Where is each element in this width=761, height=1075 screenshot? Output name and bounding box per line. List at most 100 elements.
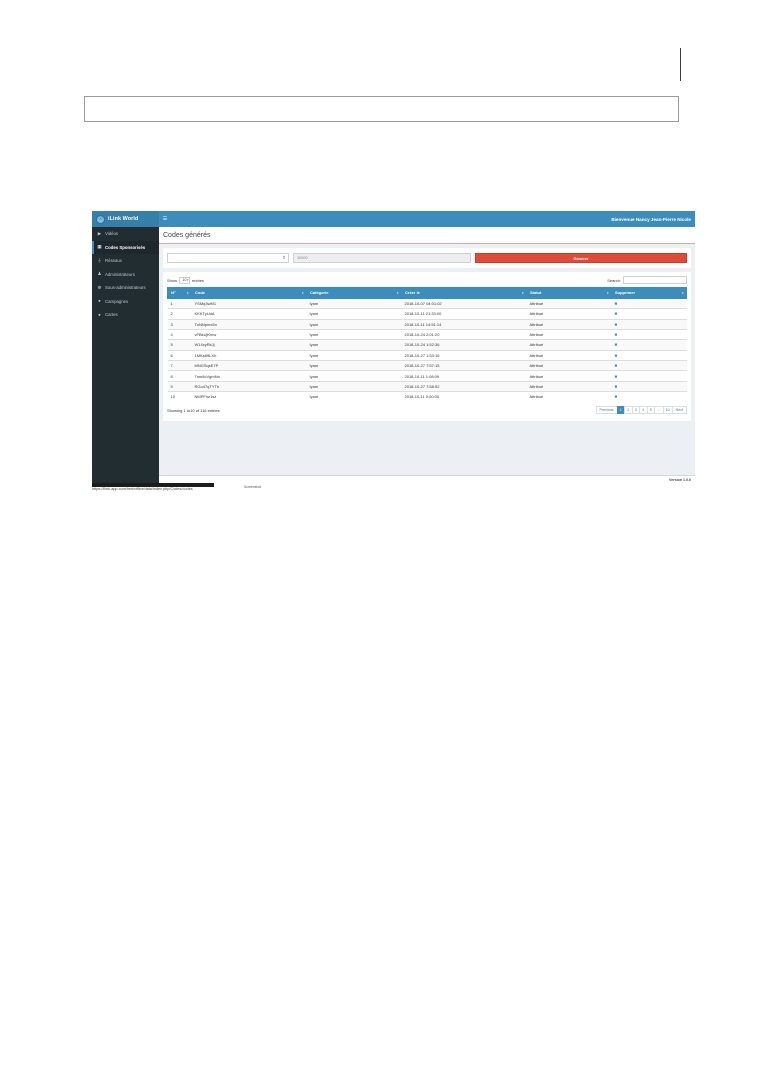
cell-statut: Attribué — [526, 370, 612, 382]
status-note: Screenshot — [244, 485, 262, 489]
cell-num: 3 — [167, 318, 192, 330]
entries-label: entries — [192, 277, 205, 283]
codes-table: N° ⇕ Code ⇕ Catégorie ⇕ Créer le ⇕ Statut ⇕ S… — [167, 287, 687, 402]
trash-icon[interactable]: ■ — [614, 321, 618, 327]
cell-code: TuNNpmx5n — [191, 318, 307, 330]
sidebar-item-codes-sponsorises[interactable]: ▦ Codes Sponsorisés — [92, 240, 159, 254]
column-header-statut[interactable]: Statut ⇕ — [526, 287, 612, 299]
sidebar-item-label: Codes Sponsorisés — [105, 244, 146, 250]
table-row: 8 7mn8cVgmNn Iyam 2018-10-11 1:08:09 Attribu… — [167, 370, 687, 382]
select-spinner-icon: ⇕ — [282, 255, 286, 261]
pin-icon: ● — [98, 311, 101, 317]
content-area: Codes générés ⇕ 10000 Générer Show 10 ▾ … — [159, 227, 695, 483]
trash-icon[interactable]: ■ — [614, 352, 618, 358]
table-body: 1 YSMq3wM1 Iyam 2018-10-07 04:01:02 Attribué… — [167, 297, 687, 402]
sidebar-item-label: Administrateurs — [105, 271, 135, 277]
column-header-supprimer[interactable]: Supprimer ⇕ — [611, 287, 687, 299]
table-toolbar: Show 10 ▾ entries Search: — [167, 275, 687, 285]
cell-code: RGo47qTYTh — [191, 380, 307, 392]
cell-num: 6 — [167, 349, 192, 361]
trash-icon[interactable]: ■ — [614, 332, 618, 338]
sidebar-item-reseaux[interactable]: ⏚ Réseaux — [92, 254, 159, 268]
cell-supprimer: ■ — [611, 349, 687, 361]
pagination: Previous 1 2 3 4 5… 10 Next — [595, 405, 687, 415]
cell-statut: Attribué — [526, 349, 612, 361]
cell-categorie: Iyam — [306, 318, 402, 330]
sidebar-item-campagnes[interactable]: ● Campagnes — [92, 295, 159, 309]
browser-statusbar: https://ilink-app.com/herboffice/data/in… — [92, 483, 695, 496]
cell-categorie: Iyam — [306, 308, 402, 320]
trash-icon[interactable]: ■ — [614, 394, 618, 400]
trash-icon[interactable]: ■ — [614, 300, 618, 306]
sidebar-item-videos[interactable]: ▶ Vidéos — [92, 227, 159, 241]
column-header-num[interactable]: N° ⇕ — [167, 287, 192, 299]
cell-supprimer: ■ — [611, 297, 687, 309]
brand-label: iLink World — [108, 216, 139, 222]
table-row: 1 YSMq3wM1 Iyam 2018-10-07 04:01:02 Attribué… — [167, 297, 687, 309]
sidebar-item-label: Vidéos — [105, 231, 119, 237]
cell-num: 7 — [167, 360, 192, 371]
cell-categorie: Iyam — [306, 380, 402, 392]
cell-date: 2018-10-11 14:51:14 — [401, 318, 527, 330]
table-row: 3 TuNNpmx5n Iyam 2018-10-11 14:51:14 Attribu… — [167, 318, 687, 330]
cell-date: 2018-10-27 1:53:16 — [401, 349, 527, 361]
sidebar-item-sous-administrateurs[interactable]: ☸ Sous-administrateurs — [92, 281, 159, 295]
cell-statut: Attribué — [526, 339, 612, 351]
column-header-code[interactable]: Code ⇕ — [191, 287, 307, 299]
table-row: 10 NMPFnz1sz Iyam 2018-10-11 0:00:00 Attribu… — [167, 391, 687, 402]
cell-statut: Attribué — [526, 308, 612, 320]
table-footer: Showing 1 to10 of 116 entries Previous 1 2… — [167, 405, 687, 416]
trash-icon[interactable]: ■ — [614, 373, 618, 379]
column-label: Créer le — [405, 290, 420, 296]
column-header-creer-le[interactable]: Créer le ⇕ — [401, 287, 527, 299]
video-icon: ▶ — [97, 230, 102, 236]
brand[interactable]: ☉ iLink World — [92, 211, 159, 227]
sort-icon: ⇕ — [396, 290, 399, 295]
address-bar[interactable] — [84, 96, 679, 122]
cell-date: 2018-10-27 7:58:52 — [401, 380, 527, 392]
cell-num: 4 — [167, 328, 192, 340]
generate-button[interactable]: Générer — [475, 253, 687, 263]
pagination-previous[interactable]: Previous — [595, 405, 618, 415]
cell-code: NMPFnz1sz — [191, 391, 307, 402]
sidebar-item-label: Réseaux — [105, 258, 122, 264]
globe-icon: ☉ — [96, 214, 105, 224]
sidebar: ▶ Vidéos ▦ Codes Sponsorisés ⏚ Réseaux ♟… — [92, 227, 159, 483]
user-greeting[interactable]: Bienvenue Nancy Jean-Pierre Nicole — [611, 216, 691, 222]
users-icon: ☸ — [97, 284, 102, 290]
search-input[interactable] — [623, 276, 687, 284]
sidebar-item-cartes[interactable]: ● Cartes — [92, 308, 159, 322]
cell-code: KKKTyUdA — [191, 308, 307, 320]
sidebar-item-administrateurs[interactable]: ♟ Administrateurs — [92, 268, 159, 282]
pagination-next[interactable]: Next — [671, 405, 687, 415]
trash-icon[interactable]: ■ — [614, 363, 618, 369]
quantity-input[interactable]: 10000 — [293, 253, 471, 263]
sidebar-item-label: Sous-administrateurs — [105, 285, 146, 291]
table-row: 9 RGo47qTYTh Iyam 2018-10-27 7:58:52 Attribu… — [167, 380, 687, 392]
status-url: https://ilink-app.com/herboffice/data/in… — [92, 487, 193, 491]
category-select[interactable]: ⇕ — [167, 253, 289, 263]
cell-categorie: Iyam — [306, 391, 402, 402]
cell-code: 7mn8cVgmNn — [191, 370, 307, 382]
search-label: Search: — [607, 277, 621, 283]
cell-supprimer: ■ — [611, 380, 687, 392]
table-row: 7 MNGSqsE7P Iyam 2018-10-27 7:57:15 Attribué… — [167, 360, 687, 371]
column-label: Supprimer — [615, 290, 636, 296]
column-label: Code — [195, 290, 205, 296]
cell-statut: Attribué — [526, 360, 612, 371]
cell-date: 2018-10-11 1:08:09 — [401, 370, 527, 382]
sort-icon: ⇕ — [606, 290, 609, 295]
cell-num: 1 — [167, 297, 192, 309]
page-length-select[interactable]: 10 ▾ — [179, 276, 191, 284]
generate-panel: ⇕ 10000 Générer — [163, 248, 691, 268]
cell-categorie: Iyam — [306, 297, 402, 309]
trash-icon[interactable]: ■ — [614, 383, 618, 389]
trash-icon[interactable]: ■ — [614, 342, 618, 348]
cell-supprimer: ■ — [611, 328, 687, 340]
bars-icon[interactable]: ☰ — [162, 216, 168, 222]
show-label: Show — [167, 277, 178, 283]
trash-icon[interactable]: ■ — [614, 311, 618, 317]
version-label: Version 1.0.0 — [669, 477, 691, 482]
column-header-categorie[interactable]: Catégorie ⇕ — [306, 287, 402, 299]
chart-icon: ⏚ — [97, 257, 102, 263]
